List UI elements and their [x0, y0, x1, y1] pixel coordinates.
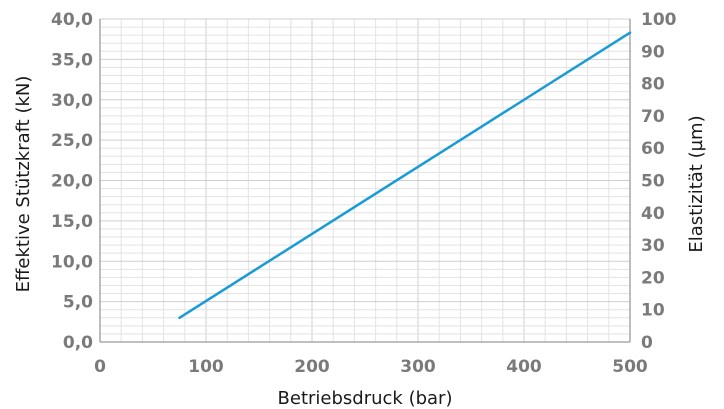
y2-tick-label: 10 — [641, 301, 665, 321]
x-tick-label: 400 — [506, 357, 542, 377]
x-tick-label: 200 — [294, 357, 330, 377]
y2-tick-label: 90 — [641, 42, 665, 62]
y2-tick-label: 20 — [641, 268, 665, 288]
x-axis-title: Betriebsdruck (bar) — [278, 388, 453, 409]
y2-tick-label: 0 — [641, 333, 653, 353]
plot-grid — [99, 18, 631, 343]
y-tick-label: 20,0 — [51, 172, 93, 192]
plot-axes — [99, 19, 631, 343]
y2-axis-title: Elastizität (µm) — [686, 115, 707, 252]
y-tick-label: 10,0 — [51, 252, 93, 272]
y2-tick-label: 50 — [641, 172, 665, 192]
y2-tick-label: 80 — [641, 75, 665, 95]
x-tick-label: 500 — [612, 357, 648, 377]
y-tick-label: 15,0 — [51, 212, 93, 232]
x-tick-label: 300 — [400, 357, 436, 377]
x-tick-label: 0 — [94, 357, 106, 377]
y2-tick-label: 40 — [641, 204, 665, 224]
tick-labels: 0 100 200 300 400 5000,05,010,015,020,025,030… — [51, 10, 677, 377]
y2-tick-label: 30 — [641, 236, 665, 256]
y2-tick-label: 70 — [641, 107, 665, 127]
y-tick-label: 25,0 — [51, 131, 93, 151]
y2-tick-label: 60 — [641, 139, 665, 159]
series-line — [178, 31, 632, 320]
y-tick-label: 30,0 — [51, 91, 93, 111]
y-tick-label: 0,0 — [63, 333, 93, 353]
y-tick-label: 35,0 — [51, 50, 93, 70]
plot-series — [178, 31, 632, 320]
x-tick-label: 100 — [188, 357, 224, 377]
y2-tick-label: 100 — [641, 10, 677, 30]
y-axis-title: Effektive Stützkraft (kN) — [13, 76, 34, 293]
y-tick-label: 40,0 — [51, 10, 93, 30]
y-tick-label: 5,0 — [63, 293, 93, 313]
